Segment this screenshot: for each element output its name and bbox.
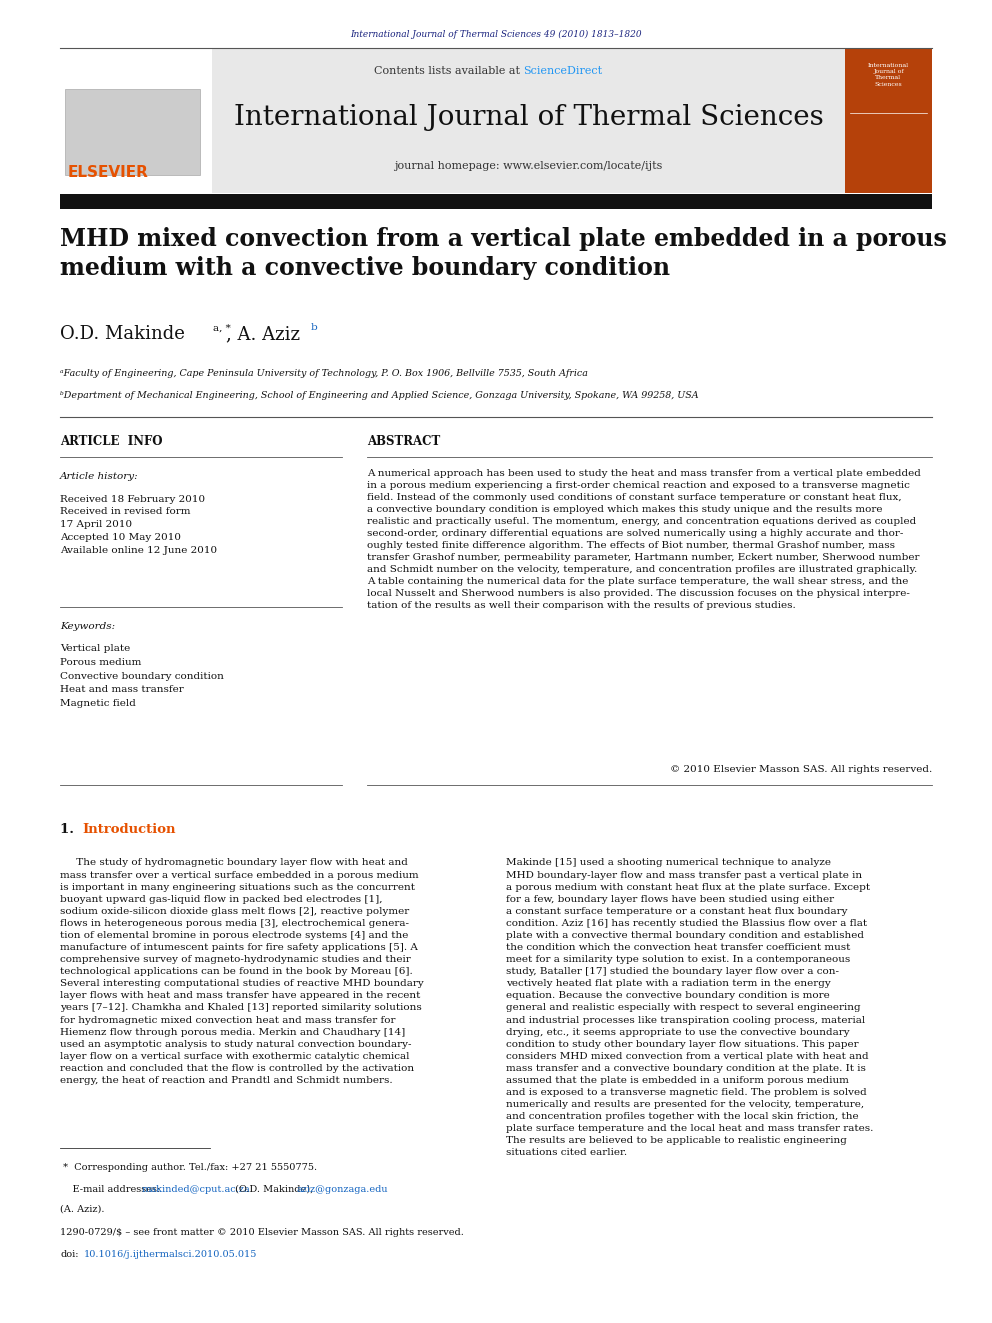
Text: , A. Aziz: , A. Aziz bbox=[226, 325, 306, 344]
Text: ARTICLE  INFO: ARTICLE INFO bbox=[60, 435, 163, 448]
Bar bbox=[60, 48, 212, 193]
Text: 1290-0729/$ – see front matter © 2010 Elsevier Masson SAS. All rights reserved.: 1290-0729/$ – see front matter © 2010 El… bbox=[60, 1228, 464, 1237]
Text: ᵃFaculty of Engineering, Cape Peninsula University of Technology, P. O. Box 1906: ᵃFaculty of Engineering, Cape Peninsula … bbox=[60, 369, 588, 378]
Text: O.D. Makinde: O.D. Makinde bbox=[60, 325, 185, 344]
Text: aziz@gonzaga.edu: aziz@gonzaga.edu bbox=[296, 1185, 388, 1193]
Text: Keywords:: Keywords: bbox=[60, 623, 115, 631]
Text: ABSTRACT: ABSTRACT bbox=[367, 435, 440, 448]
Bar bbox=[212, 48, 845, 193]
Text: The study of hydromagnetic boundary layer flow with heat and
mass transfer over : The study of hydromagnetic boundary laye… bbox=[60, 859, 424, 1085]
Text: ELSEVIER: ELSEVIER bbox=[68, 165, 149, 180]
Text: E-mail addresses:: E-mail addresses: bbox=[60, 1185, 164, 1193]
Text: © 2010 Elsevier Masson SAS. All rights reserved.: © 2010 Elsevier Masson SAS. All rights r… bbox=[670, 766, 932, 774]
Text: 1.: 1. bbox=[60, 823, 83, 836]
Text: 10.1016/j.ijthermalsci.2010.05.015: 10.1016/j.ijthermalsci.2010.05.015 bbox=[84, 1250, 257, 1259]
Text: ᵇDepartment of Mechanical Engineering, School of Engineering and Applied Science: ᵇDepartment of Mechanical Engineering, S… bbox=[60, 392, 698, 401]
Text: Makinde [15] used a shooting numerical technique to analyze
MHD boundary-layer f: Makinde [15] used a shooting numerical t… bbox=[506, 859, 873, 1158]
Bar bbox=[845, 48, 932, 193]
Text: MHD mixed convection from a vertical plate embedded in a porous
medium with a co: MHD mixed convection from a vertical pla… bbox=[60, 228, 947, 280]
Text: International Journal of Thermal Sciences: International Journal of Thermal Science… bbox=[234, 105, 823, 131]
Text: Vertical plate
Porous medium
Convective boundary condition
Heat and mass transfe: Vertical plate Porous medium Convective … bbox=[60, 644, 224, 708]
Text: International Journal of Thermal Sciences 49 (2010) 1813–1820: International Journal of Thermal Science… bbox=[350, 30, 642, 40]
Bar bbox=[60, 194, 932, 209]
Text: Received 18 February 2010
Received in revised form
17 April 2010
Accepted 10 May: Received 18 February 2010 Received in re… bbox=[60, 495, 217, 554]
Text: b: b bbox=[310, 324, 317, 332]
Text: journal homepage: www.elsevier.com/locate/ijts: journal homepage: www.elsevier.com/locat… bbox=[394, 161, 663, 171]
Bar bbox=[65, 89, 200, 175]
Text: Contents lists available at: Contents lists available at bbox=[374, 66, 524, 75]
Text: Article history:: Article history: bbox=[60, 472, 139, 482]
Text: makinded@cput.ac.za: makinded@cput.ac.za bbox=[142, 1185, 251, 1193]
Text: (A. Aziz).: (A. Aziz). bbox=[60, 1205, 104, 1215]
Text: International
Journal of
Thermal
Sciences: International Journal of Thermal Science… bbox=[868, 64, 909, 86]
Text: A numerical approach has been used to study the heat and mass transfer from a ve: A numerical approach has been used to st… bbox=[367, 470, 921, 610]
Text: ScienceDirect: ScienceDirect bbox=[524, 66, 602, 75]
Text: a, *: a, * bbox=[212, 324, 230, 332]
Text: doi:: doi: bbox=[60, 1250, 78, 1259]
Text: *  Corresponding author. Tel./fax: +27 21 5550775.: * Corresponding author. Tel./fax: +27 21… bbox=[60, 1163, 317, 1172]
Text: Introduction: Introduction bbox=[82, 823, 176, 836]
Text: (O.D. Makinde),: (O.D. Makinde), bbox=[232, 1185, 316, 1193]
